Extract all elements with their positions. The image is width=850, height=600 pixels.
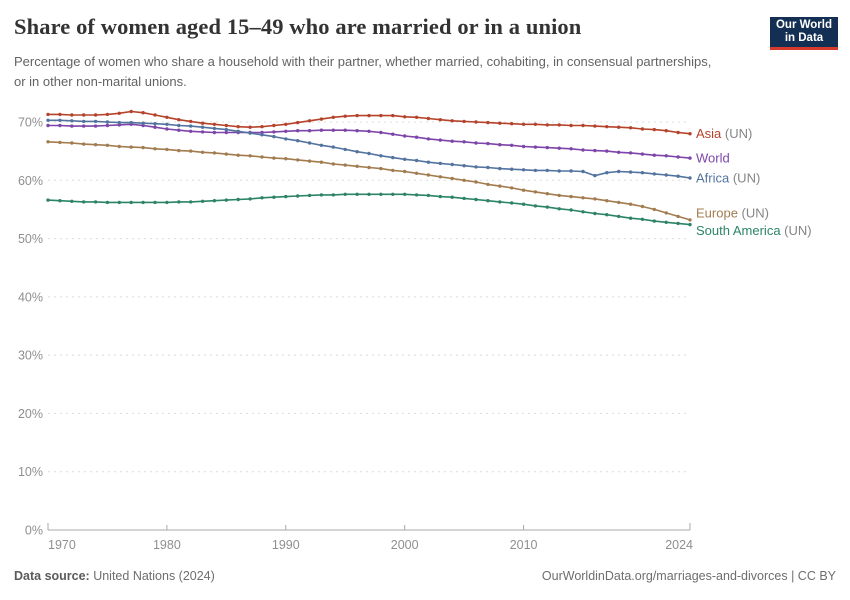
markers-africa-un — [46, 118, 692, 180]
chart-title: Share of women aged 15–49 who are marrie… — [14, 14, 582, 39]
markers-world — [46, 122, 692, 160]
owid-logo-line2: in Data — [784, 32, 824, 44]
legend-south-america-un: South America (UN) — [696, 223, 812, 238]
footer-link[interactable]: OurWorldinData.org/marriages-and-divorce… — [541, 569, 836, 583]
markers-europe-un — [46, 140, 692, 222]
x-tick-label-2024: 2024 — [665, 538, 693, 552]
y-tick-label-20: 20% — [18, 407, 43, 421]
y-tick-label-60: 60% — [18, 174, 43, 188]
y-tick-label-30: 30% — [18, 349, 43, 363]
legend-africa-un: Africa (UN) — [696, 171, 760, 186]
legend-world: World — [696, 151, 730, 166]
data-source-value: United Nations (2024) — [89, 569, 215, 583]
owid-logo: Our World in Data — [770, 17, 838, 50]
x-tick-label-1990: 1990 — [272, 538, 300, 552]
x-tick-label-2010: 2010 — [510, 538, 538, 552]
owid-logo-line1: Our World — [775, 19, 832, 31]
y-tick-label-10: 10% — [18, 465, 43, 479]
x-tick-label-1980: 1980 — [153, 538, 181, 552]
data-source: Data source: United Nations (2024) — [14, 569, 215, 587]
y-tick-label-70: 70% — [18, 116, 43, 130]
line-africa-un — [48, 119, 691, 179]
y-tick-label-50: 50% — [18, 232, 43, 246]
markers-south-america-un — [46, 192, 692, 227]
chart-footer: Data source: United Nations (2024) OurWo… — [14, 569, 836, 587]
legend-asia-un: Asia (UN) — [696, 126, 752, 141]
chart-subtitle: Percentage of women who share a househol… — [14, 54, 712, 89]
data-source-label: Data source: — [14, 569, 90, 583]
y-tick-label-0: 0% — [25, 524, 43, 538]
x-tick-label-1970: 1970 — [48, 538, 76, 552]
x-tick-label-2000: 2000 — [391, 538, 419, 552]
legend-europe-un: Europe (UN) — [696, 205, 769, 220]
markers-asia-un — [46, 109, 692, 136]
y-tick-label-40: 40% — [18, 290, 43, 304]
